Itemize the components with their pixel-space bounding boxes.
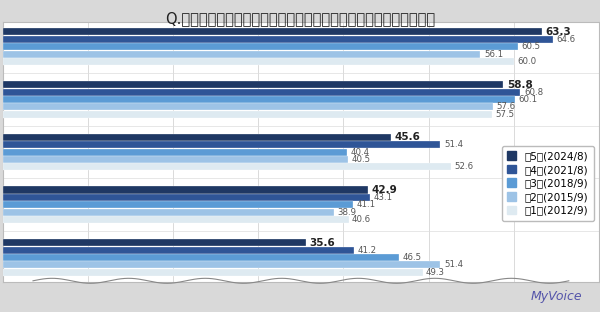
Text: 57.5: 57.5 (496, 110, 515, 119)
Bar (3, 89, 520, 95)
Text: 63.3: 63.3 (545, 27, 571, 37)
Text: 40.6: 40.6 (352, 215, 371, 224)
Bar (3, 149, 347, 156)
Bar (3, 201, 353, 208)
Bar (3, 141, 440, 148)
Legend: 第5回(2024/8), 第4回(2021/8), 第3回(2018/9), 第2回(2015/9), 第1回(2012/9): 第5回(2024/8), 第4回(2021/8), 第3回(2018/9), 第… (502, 146, 593, 221)
Bar (3, 269, 422, 276)
Bar (3, 216, 349, 223)
Bar (3, 209, 334, 216)
Bar (3, 134, 391, 141)
Text: 46.5: 46.5 (402, 253, 421, 262)
Text: 41.2: 41.2 (357, 246, 376, 255)
Text: 51.4: 51.4 (444, 140, 463, 149)
Bar (3, 163, 451, 170)
Bar (3, 51, 481, 58)
Text: 60.8: 60.8 (524, 88, 543, 96)
Bar (3, 58, 514, 65)
Text: 58.8: 58.8 (507, 80, 533, 90)
Bar (3, 261, 440, 268)
Bar (3, 36, 553, 43)
Text: 40.4: 40.4 (350, 148, 370, 157)
Bar (3, 96, 515, 103)
Text: 60.1: 60.1 (518, 95, 537, 104)
Bar (3, 28, 542, 36)
Bar (3, 254, 399, 261)
Text: 64.6: 64.6 (556, 35, 575, 44)
Text: 52.6: 52.6 (454, 162, 473, 171)
Text: 49.3: 49.3 (426, 268, 445, 277)
Text: 35.6: 35.6 (310, 238, 335, 248)
Text: Q.砂糖や糖分についての内容で、そうだと思うものはありますか？: Q.砂糖や糖分についての内容で、そうだと思うものはありますか？ (165, 11, 435, 26)
Text: 40.5: 40.5 (351, 155, 370, 164)
Text: 60.0: 60.0 (517, 57, 536, 66)
Text: 51.4: 51.4 (444, 260, 463, 269)
Bar (3, 194, 370, 201)
Bar (3, 111, 493, 118)
Bar (3, 43, 518, 50)
Text: 38.9: 38.9 (337, 208, 356, 217)
Text: MyVoice: MyVoice (530, 290, 582, 303)
Bar (3, 103, 493, 110)
Text: 43.1: 43.1 (373, 193, 392, 202)
Bar (3, 187, 368, 193)
Text: 41.1: 41.1 (356, 200, 376, 209)
Bar (3, 239, 306, 246)
Bar (3, 246, 353, 254)
Text: 57.6: 57.6 (497, 102, 516, 111)
Text: 60.5: 60.5 (521, 42, 541, 51)
Bar (3, 156, 348, 163)
Bar (3, 81, 503, 88)
Text: 56.1: 56.1 (484, 50, 503, 59)
Text: 42.9: 42.9 (371, 185, 397, 195)
Text: 45.6: 45.6 (395, 132, 421, 142)
